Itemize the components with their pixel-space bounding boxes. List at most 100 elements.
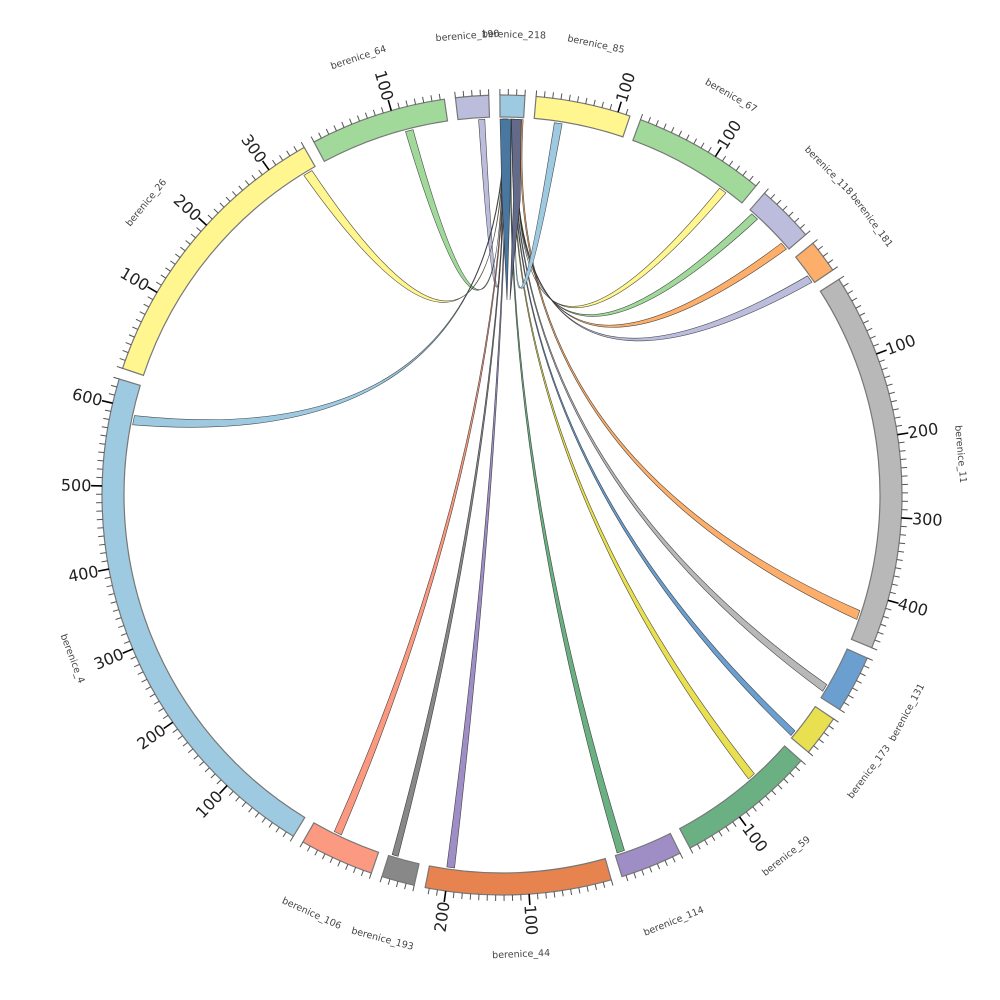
minor-tick — [244, 180, 250, 186]
minor-tick — [422, 96, 425, 103]
segment-berenice-4[interactable] — [101, 378, 306, 838]
minor-tick — [641, 869, 645, 876]
minor-tick — [254, 812, 260, 818]
minor-tick — [289, 836, 294, 842]
minor-tick — [106, 584, 113, 588]
segment-berenice-67[interactable] — [632, 118, 757, 204]
segment-berenice-190[interactable] — [454, 94, 491, 121]
tick-label: 500 — [61, 476, 92, 496]
minor-tick — [783, 778, 789, 784]
minor-tick — [817, 245, 824, 251]
minor-tick — [300, 141, 305, 148]
minor-tick — [172, 728, 178, 733]
minor-tick — [679, 852, 684, 859]
chord-berenice-106[interactable] — [333, 118, 507, 836]
minor-tick — [895, 424, 903, 427]
chord-berenice-114[interactable] — [510, 118, 625, 854]
major-tick — [261, 160, 270, 171]
minor-tick — [601, 101, 604, 108]
minor-tick — [863, 320, 869, 324]
minor-tick — [180, 246, 186, 252]
minor-tick — [625, 875, 629, 882]
minor-tick — [871, 647, 878, 651]
segment-label: berenice_67 — [703, 77, 759, 115]
minor-tick — [678, 130, 682, 137]
minor-tick — [625, 108, 629, 115]
minor-tick — [132, 326, 139, 330]
minor-tick — [899, 450, 906, 452]
minor-tick — [232, 191, 237, 197]
minor-tick — [104, 409, 111, 412]
segment-label: berenice_44 — [492, 948, 550, 961]
minor-tick — [235, 796, 240, 802]
minor-tick — [847, 290, 854, 295]
segment-berenice-26[interactable] — [121, 146, 316, 377]
minor-tick — [137, 671, 144, 675]
minor-tick — [141, 678, 148, 683]
minor-tick — [725, 826, 730, 832]
minor-tick — [101, 426, 108, 429]
minor-tick — [886, 383, 893, 387]
major-tick — [101, 399, 113, 404]
segment-berenice-106[interactable] — [302, 822, 380, 874]
major-tick — [197, 217, 208, 226]
segment-berenice-173[interactable] — [790, 705, 835, 754]
segment-berenice-44[interactable] — [424, 857, 613, 896]
minor-tick — [185, 240, 191, 245]
minor-tick — [462, 90, 465, 97]
minor-tick — [99, 543, 106, 546]
chord-berenice-59[interactable] — [511, 118, 755, 780]
minor-tick — [438, 93, 441, 100]
chord-berenice-131[interactable] — [513, 118, 828, 692]
segment-berenice-114[interactable] — [614, 832, 681, 878]
segment-berenice-181[interactable] — [794, 242, 834, 284]
tick-label: 400 — [896, 594, 930, 620]
minor-tick — [333, 125, 337, 132]
minor-tick — [689, 847, 694, 854]
segment-berenice-118[interactable] — [749, 192, 807, 250]
tick-label: 300 — [912, 509, 944, 530]
minor-tick — [174, 253, 181, 258]
minor-tick — [123, 640, 130, 644]
chords-layer — [132, 118, 861, 869]
minor-tick — [149, 693, 156, 698]
minor-tick — [609, 103, 613, 110]
minor-tick — [196, 227, 202, 232]
segment-berenice-59[interactable] — [678, 745, 802, 849]
minor-tick — [818, 738, 824, 744]
minor-tick — [889, 591, 896, 595]
minor-tick — [585, 97, 588, 104]
minor-tick — [120, 632, 127, 636]
minor-tick — [397, 102, 400, 109]
minor-tick — [364, 112, 368, 119]
segment-berenice-131[interactable] — [820, 648, 869, 711]
minor-tick — [379, 876, 383, 883]
minor-tick — [162, 714, 169, 720]
tick-label: 100 — [117, 263, 153, 295]
segment-berenice-64[interactable] — [313, 98, 449, 163]
segment-berenice-193[interactable] — [381, 854, 420, 886]
minor-tick — [404, 883, 407, 890]
major-tick — [738, 816, 747, 827]
minor-tick — [158, 707, 164, 712]
minor-tick — [216, 779, 222, 785]
minor-tick — [881, 367, 888, 371]
minor-tick — [855, 305, 862, 309]
minor-tick — [135, 318, 142, 323]
minor-tick — [799, 223, 805, 229]
minor-tick — [219, 202, 225, 208]
segment-berenice-218[interactable] — [499, 94, 526, 119]
minor-tick — [279, 155, 284, 161]
minor-tick — [877, 631, 884, 635]
minor-tick — [856, 680, 862, 684]
segment-label: berenice_26 — [124, 177, 169, 229]
minor-tick — [647, 116, 651, 123]
minor-tick — [321, 853, 326, 860]
segment-berenice-85[interactable] — [533, 95, 631, 138]
minor-tick — [133, 663, 140, 668]
major-tick — [897, 432, 909, 436]
minor-tick — [758, 801, 764, 807]
minor-tick — [800, 760, 806, 766]
chord-berenice-11[interactable] — [520, 119, 861, 620]
segment-berenice-11[interactable] — [819, 278, 903, 649]
